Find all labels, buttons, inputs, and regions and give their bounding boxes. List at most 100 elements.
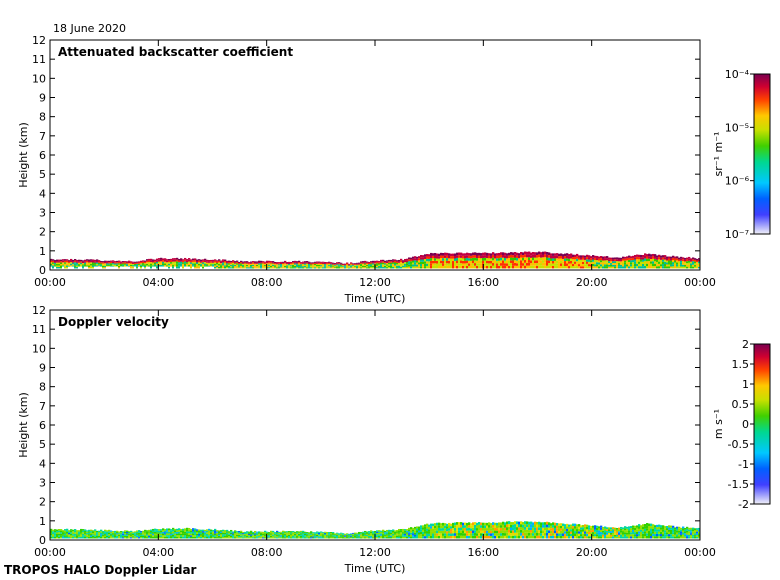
signal-cell bbox=[186, 533, 189, 535]
signal-cell bbox=[236, 534, 239, 537]
signal-cell bbox=[116, 260, 119, 263]
signal-cell bbox=[310, 536, 313, 538]
signal-cell bbox=[406, 258, 409, 261]
signal-cell bbox=[264, 533, 267, 535]
signal-cell bbox=[220, 267, 223, 269]
signal-cell bbox=[674, 534, 677, 537]
signal-cell bbox=[306, 261, 309, 263]
signal-cell bbox=[610, 264, 613, 267]
signal-cell bbox=[314, 262, 317, 264]
signal-cell bbox=[494, 263, 497, 266]
signal-cell bbox=[170, 533, 173, 536]
signal-cell bbox=[452, 528, 455, 531]
signal-cell bbox=[274, 535, 277, 537]
signal-cell bbox=[592, 525, 595, 528]
signal-cell bbox=[228, 263, 231, 265]
signal-cell bbox=[470, 263, 473, 266]
signal-cell bbox=[284, 531, 287, 533]
signal-cell bbox=[258, 534, 261, 537]
signal-cell bbox=[320, 266, 323, 268]
signal-cell bbox=[174, 536, 177, 539]
signal-cell bbox=[636, 529, 639, 532]
signal-cell bbox=[366, 537, 369, 539]
signal-cell bbox=[664, 266, 667, 269]
signal-cell bbox=[92, 537, 95, 539]
signal-cell bbox=[78, 262, 81, 265]
signal-cell bbox=[642, 263, 645, 267]
signal-cell bbox=[274, 532, 277, 534]
signal-cell bbox=[370, 262, 373, 264]
signal-cell bbox=[610, 529, 613, 532]
signal-cell bbox=[284, 537, 287, 539]
signal-cell bbox=[346, 264, 349, 266]
signal-cell bbox=[644, 260, 647, 264]
signal-cell bbox=[594, 257, 597, 261]
signal-cell bbox=[88, 265, 91, 267]
signal-cell bbox=[586, 259, 589, 262]
signal-cell bbox=[390, 529, 393, 532]
signal-cell bbox=[626, 264, 629, 267]
signal-cell bbox=[468, 255, 471, 259]
signal-cell bbox=[264, 263, 267, 266]
signal-cell bbox=[344, 535, 347, 537]
x-tick-label: 12:00 bbox=[359, 276, 391, 289]
signal-cell bbox=[258, 264, 261, 266]
signal-cell bbox=[66, 265, 69, 267]
colorbar-tick-label: 0.5 bbox=[732, 398, 750, 411]
signal-cell bbox=[198, 529, 201, 531]
signal-cell bbox=[280, 533, 283, 536]
signal-cell bbox=[408, 264, 411, 267]
signal-cell bbox=[196, 261, 199, 263]
signal-cell bbox=[554, 258, 557, 261]
signal-cell bbox=[270, 263, 273, 265]
signal-cell bbox=[682, 534, 685, 537]
signal-cell bbox=[116, 533, 119, 535]
signal-cell bbox=[572, 266, 575, 269]
signal-cell bbox=[508, 529, 511, 533]
signal-cell bbox=[250, 534, 253, 536]
signal-cell bbox=[392, 265, 395, 267]
signal-cell bbox=[302, 532, 305, 534]
signal-cell bbox=[686, 263, 689, 265]
signal-cell bbox=[608, 534, 611, 537]
signal-cell bbox=[164, 535, 167, 537]
signal-cell bbox=[180, 258, 183, 260]
signal-cell bbox=[294, 260, 297, 263]
signal-cell bbox=[404, 262, 407, 264]
signal-cell bbox=[390, 534, 393, 536]
signal-cell bbox=[472, 252, 475, 256]
signal-cell bbox=[180, 530, 183, 533]
signal-cell bbox=[140, 535, 143, 538]
signal-cell bbox=[412, 264, 415, 267]
signal-cell bbox=[650, 523, 653, 527]
signal-cell bbox=[326, 534, 329, 536]
signal-cell bbox=[254, 535, 257, 538]
signal-cell bbox=[120, 535, 123, 538]
y-tick-label: 10 bbox=[32, 72, 46, 85]
signal-cell bbox=[630, 530, 633, 533]
signal-cell bbox=[298, 267, 301, 269]
signal-cell bbox=[184, 536, 187, 539]
signal-cell bbox=[668, 256, 671, 259]
signal-cell bbox=[198, 263, 201, 266]
signal-cell bbox=[380, 533, 383, 535]
signal-cell bbox=[604, 536, 607, 539]
signal-cell bbox=[158, 258, 161, 260]
signal-cell bbox=[102, 264, 105, 267]
signal-cell bbox=[558, 263, 561, 267]
signal-cell bbox=[650, 531, 653, 534]
signal-cell bbox=[106, 534, 109, 536]
signal-cell bbox=[632, 536, 635, 539]
signal-cell bbox=[500, 530, 503, 534]
signal-cell bbox=[236, 532, 239, 534]
signal-cell bbox=[158, 535, 161, 537]
signal-cell bbox=[578, 266, 581, 269]
signal-cell bbox=[222, 535, 225, 538]
signal-cell bbox=[656, 261, 659, 265]
signal-cell bbox=[672, 534, 675, 537]
signal-cell bbox=[252, 267, 255, 269]
signal-cell bbox=[682, 530, 685, 533]
signal-cell bbox=[190, 263, 193, 266]
signal-cell bbox=[462, 535, 465, 539]
signal-cell bbox=[430, 528, 433, 532]
